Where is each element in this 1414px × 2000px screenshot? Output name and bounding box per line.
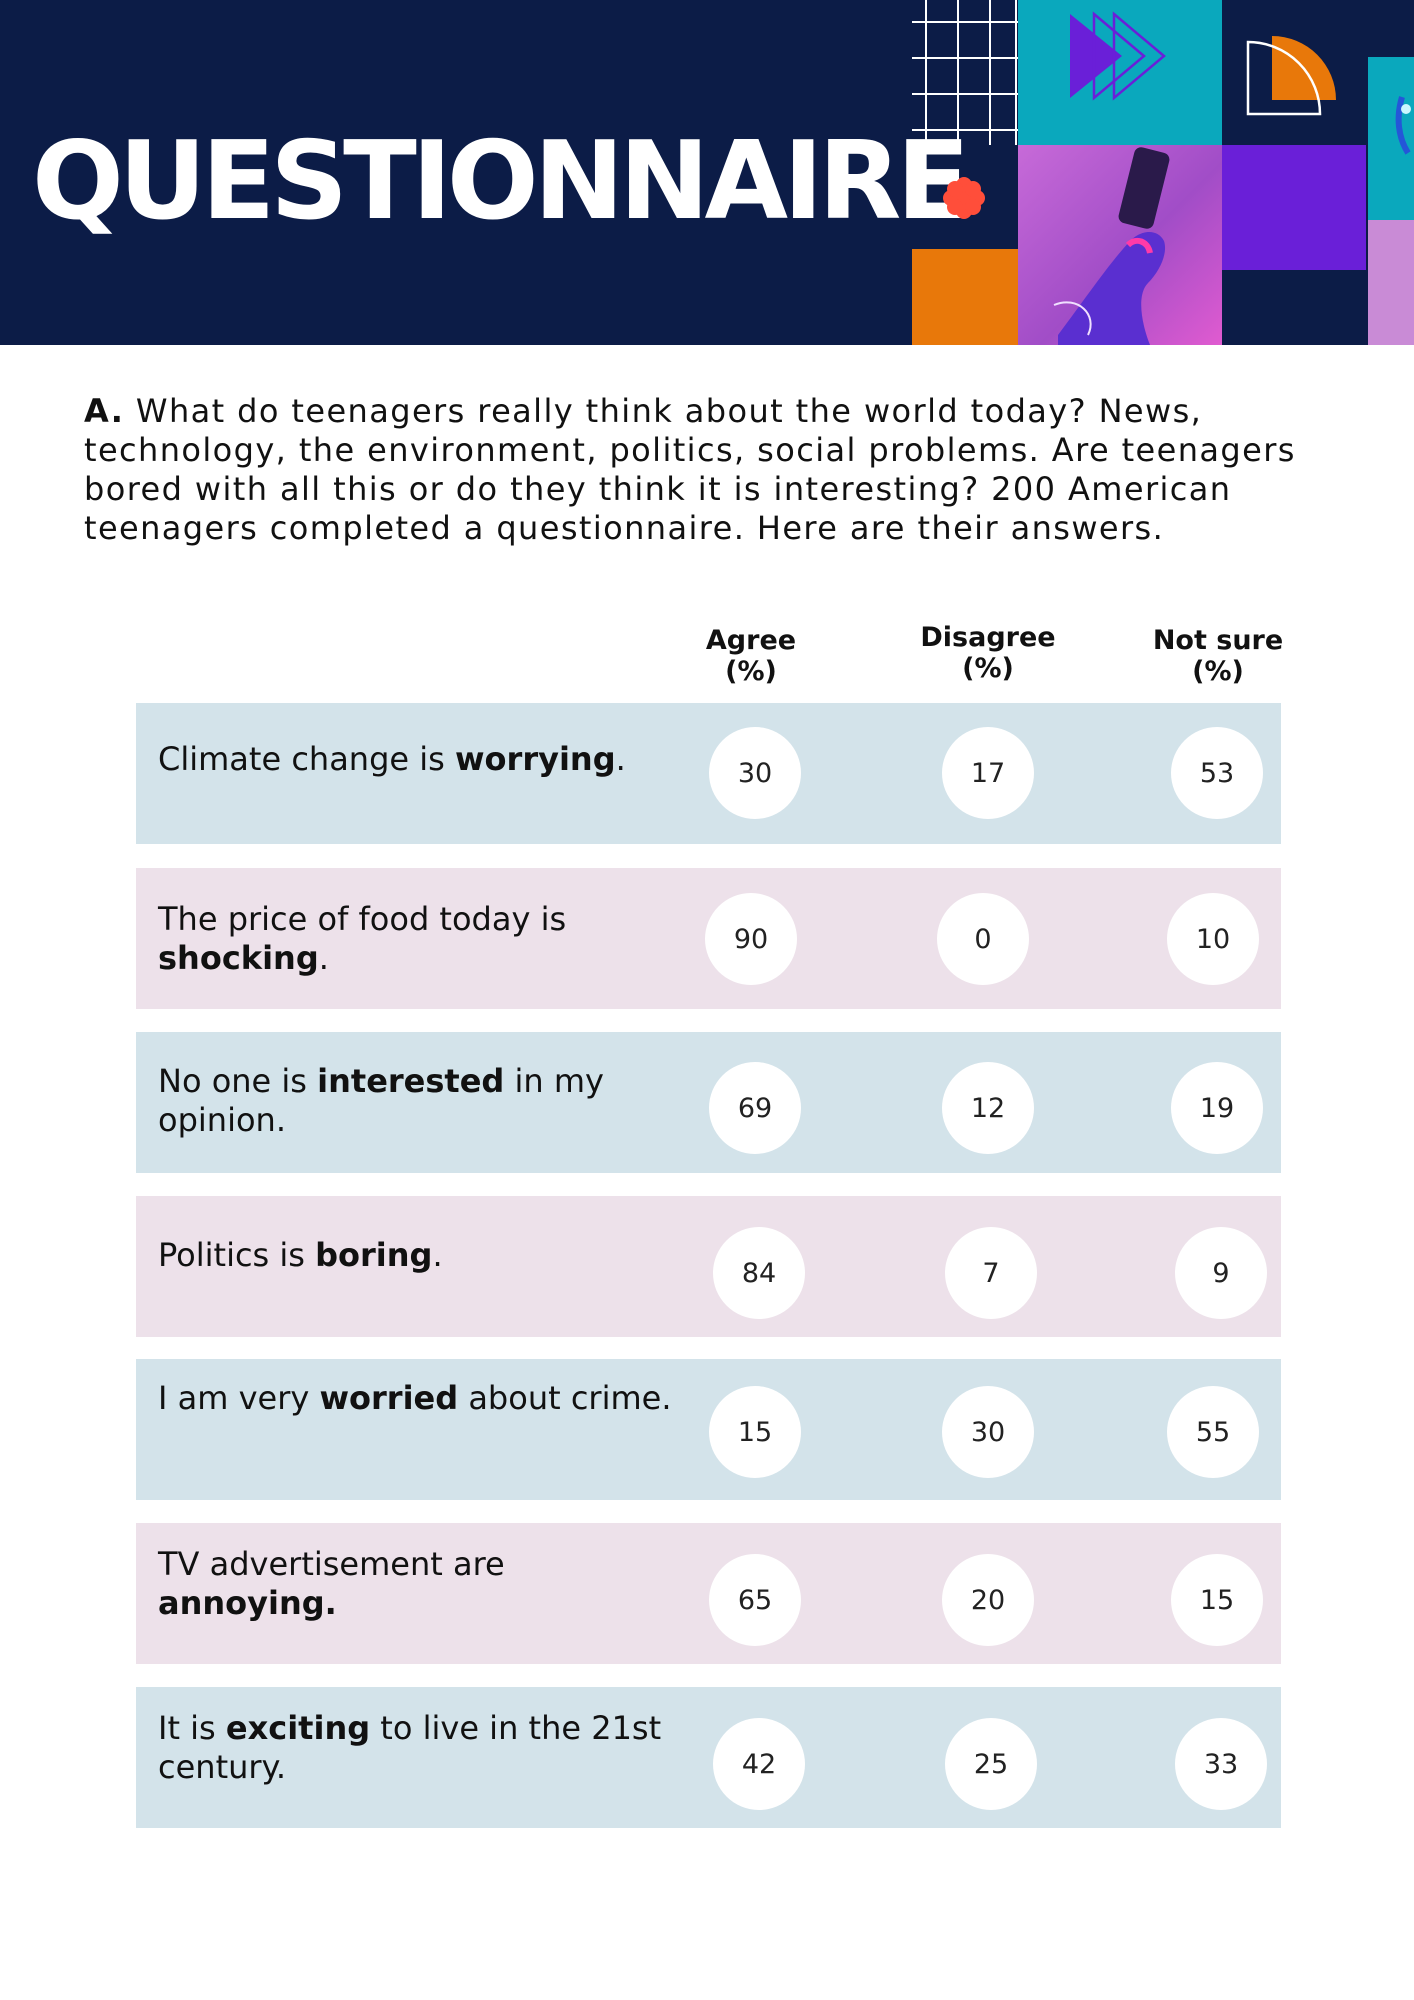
not-sure-value: 33 bbox=[1175, 1718, 1267, 1810]
statement-row: TV advertisement are annoying. 65 20 15 bbox=[136, 1523, 1281, 1664]
purple-tile bbox=[1222, 145, 1366, 270]
disagree-value: 20 bbox=[942, 1554, 1034, 1646]
column-header-title: Not sure bbox=[1152, 625, 1284, 656]
not-sure-value: 19 bbox=[1171, 1062, 1263, 1154]
agree-value: 65 bbox=[709, 1554, 801, 1646]
not-sure-value: 10 bbox=[1167, 893, 1259, 985]
navy-tile bbox=[1222, 0, 1366, 145]
statement-text: It is exciting to live in the 21st centu… bbox=[158, 1709, 662, 1786]
statement-row: No one is interested in my opinion. 69 1… bbox=[136, 1032, 1281, 1173]
column-header-title: Disagree bbox=[920, 622, 1056, 653]
statement-text: TV advertisement are annoying. bbox=[158, 1545, 505, 1622]
column-header-disagree: Disagree (%) bbox=[888, 622, 1088, 684]
statement-text: I am very worried about crime. bbox=[158, 1379, 672, 1417]
statement-row: Politics is boring. 84 7 9 bbox=[136, 1196, 1281, 1337]
intro-paragraph: A. What do teenagers really think about … bbox=[84, 392, 1354, 548]
lilac-tile bbox=[1368, 220, 1414, 345]
column-header-not-sure: Not sure (%) bbox=[1118, 625, 1318, 687]
disagree-value: 12 bbox=[942, 1062, 1034, 1154]
disagree-value: 17 bbox=[942, 727, 1034, 819]
statement-row: It is exciting to live in the 21st centu… bbox=[136, 1687, 1281, 1828]
agree-value: 30 bbox=[709, 727, 801, 819]
hand-phone-icon bbox=[1053, 147, 1170, 345]
statement-row: The price of food today is shocking. 90 … bbox=[136, 868, 1281, 1009]
flower-icon bbox=[943, 177, 985, 219]
agree-value: 84 bbox=[713, 1227, 805, 1319]
statement-text: No one is interested in my opinion. bbox=[158, 1062, 604, 1139]
not-sure-value: 53 bbox=[1171, 727, 1263, 819]
column-header-unit: (%) bbox=[1192, 656, 1244, 687]
column-header-title: Agree bbox=[705, 625, 797, 656]
not-sure-value: 55 bbox=[1167, 1386, 1259, 1478]
section-label: A. bbox=[84, 392, 125, 430]
column-header-unit: (%) bbox=[725, 656, 777, 687]
agree-value: 69 bbox=[709, 1062, 801, 1154]
disagree-value: 30 bbox=[942, 1386, 1034, 1478]
disagree-value: 0 bbox=[937, 893, 1029, 985]
grid-decoration bbox=[912, 0, 1020, 145]
page-title: QUESTIONNAIRE bbox=[32, 119, 970, 244]
column-header-agree: Agree (%) bbox=[651, 625, 851, 687]
agree-value: 42 bbox=[713, 1718, 805, 1810]
statement-row: I am very worried about crime. 15 30 55 bbox=[136, 1359, 1281, 1500]
not-sure-value: 9 bbox=[1175, 1227, 1267, 1319]
not-sure-value: 15 bbox=[1171, 1554, 1263, 1646]
hand-silhouette-icon bbox=[1395, 96, 1411, 155]
agree-value: 90 bbox=[705, 893, 797, 985]
orange-tile bbox=[912, 249, 1018, 345]
disagree-value: 7 bbox=[945, 1227, 1037, 1319]
phone-photo bbox=[1018, 145, 1222, 345]
column-header-unit: (%) bbox=[962, 653, 1014, 684]
play-arrows-icon bbox=[1070, 11, 1166, 101]
disagree-value: 25 bbox=[945, 1718, 1037, 1810]
teal-tile bbox=[1018, 0, 1222, 145]
intro-text: What do teenagers really think about the… bbox=[84, 392, 1296, 547]
statement-text: Climate change is worrying. bbox=[158, 740, 626, 778]
statement-text: The price of food today is shocking. bbox=[158, 900, 567, 977]
agree-value: 15 bbox=[709, 1386, 801, 1478]
header-banner: QUESTIONNAIRE bbox=[0, 0, 1414, 345]
statement-text: Politics is boring. bbox=[158, 1236, 443, 1274]
statement-row: Climate change is worrying. 30 17 53 bbox=[136, 703, 1281, 844]
quarter-circle-icon bbox=[1246, 36, 1336, 116]
teal-strip bbox=[1368, 57, 1414, 220]
